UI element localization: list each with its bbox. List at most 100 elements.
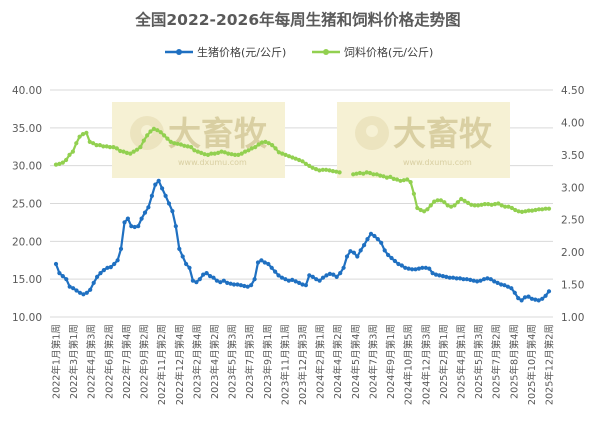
pig-price-point: [290, 277, 295, 282]
pig-price-point: [173, 224, 178, 229]
pig-price-point: [146, 205, 151, 210]
pig-price-point: [238, 283, 243, 288]
feed-price-point: [462, 198, 467, 203]
feed-price-point: [165, 136, 170, 141]
feed-price-point: [307, 163, 312, 168]
pig-price-point: [235, 282, 240, 287]
series-feed-price: [53, 126, 552, 214]
pig-price-point: [457, 276, 463, 281]
feed-price-point: [195, 149, 200, 154]
y-left-tick-label: 40.00: [12, 85, 42, 97]
pig-price-point: [108, 265, 113, 270]
feed-price-point: [330, 169, 335, 174]
x-tick-label: 2023年11月第1周: [279, 324, 291, 405]
pig-price-point: [269, 265, 274, 270]
feed-price-point: [91, 141, 96, 146]
pig-price-point: [184, 261, 189, 267]
feed-price-point: [367, 170, 373, 176]
pig-price-point: [139, 216, 144, 221]
pig-price-point: [231, 282, 237, 287]
pig-price-point: [392, 258, 397, 264]
pig-price-point: [242, 283, 247, 289]
feed-price-point: [455, 200, 460, 205]
pig-price-point: [214, 278, 219, 283]
pig-price-point: [519, 298, 524, 303]
x-tick-label: 2025年7月第2周: [491, 324, 503, 399]
pig-price-point: [81, 292, 86, 297]
pig-price-point: [406, 266, 411, 271]
pig-price-point: [67, 284, 72, 289]
x-tick-label: 2023年4月第2周: [209, 324, 221, 399]
pig-price-point: [368, 231, 374, 236]
feed-price-point: [506, 204, 511, 209]
x-tick-label: 2022年9月第2周: [139, 324, 151, 399]
pig-price-point: [382, 248, 387, 253]
feed-price-point: [249, 146, 254, 151]
pig-price-point: [125, 216, 130, 221]
feed-price-point: [408, 180, 413, 185]
x-tick-label: 2022年1月第1周: [51, 324, 63, 399]
legend-feed-marker: [323, 49, 329, 55]
pig-price-point: [190, 278, 195, 283]
pig-price-point: [177, 246, 182, 251]
watermark-right: 大畜牧 www.dxumu.com: [337, 102, 510, 178]
feed-price-point: [212, 151, 217, 156]
feed-price-point: [459, 196, 464, 202]
feed-price-point: [509, 205, 514, 211]
feed-price-point: [418, 207, 423, 213]
feed-price-point: [428, 203, 433, 208]
feed-price-point: [97, 143, 102, 148]
feed-price-point: [398, 178, 403, 183]
feed-price-point: [324, 167, 329, 172]
feed-price-point: [486, 202, 491, 207]
feed-price-point: [435, 198, 440, 203]
feed-price-point: [401, 178, 406, 183]
feed-price-point: [189, 145, 194, 150]
pig-price-point: [512, 290, 517, 295]
pig-price-point: [105, 265, 110, 270]
pig-price-point: [324, 273, 329, 278]
pig-price-point: [351, 250, 356, 255]
pig-price-point: [478, 278, 483, 283]
pig-price-point: [98, 271, 103, 276]
x-tick-label: 2024年12月第3周: [420, 324, 432, 405]
x-tick-label: 2023年9月第1周: [262, 324, 274, 399]
pig-price-point: [533, 297, 538, 302]
pig-price-point: [464, 277, 469, 282]
y-left-tick-label: 20.00: [12, 236, 42, 248]
feed-price-point: [361, 171, 366, 176]
feed-price-point: [415, 205, 420, 211]
feed-price-point: [121, 149, 126, 154]
pig-price-point: [112, 261, 117, 267]
pig-price-point: [358, 248, 363, 253]
pig-price-point: [307, 273, 312, 278]
feed-price-point: [394, 177, 400, 182]
x-tick-label: 2025年12月第2周: [544, 324, 556, 405]
pig-price-point: [163, 193, 168, 198]
feed-price-point: [523, 209, 528, 214]
pig-price-point: [440, 274, 445, 279]
feed-price-point: [236, 152, 241, 157]
x-tick-label: 2023年12月第3周: [297, 324, 309, 405]
feed-price-point: [182, 143, 187, 148]
x-tick-label: 2024年4月第2周: [332, 324, 344, 399]
pig-price-point: [88, 287, 93, 292]
feed-price-point: [536, 207, 542, 212]
feed-price-point: [84, 130, 89, 135]
feed-price-point: [452, 203, 457, 208]
pig-price-point: [341, 265, 346, 270]
feed-price-point: [107, 145, 113, 150]
legend-feed-label: 饲料价格(元/公斤): [344, 45, 433, 59]
y-left-tick-label: 35.00: [12, 123, 42, 135]
chart-title: 全国2022-2026年每周生猪和饲料价格走势图: [134, 10, 460, 29]
watermark-right-brand: 大畜牧: [393, 114, 493, 153]
feed-price-point: [70, 149, 75, 154]
pig-price-point: [286, 278, 291, 283]
feed-price-point: [148, 129, 153, 134]
pig-price-point: [344, 254, 350, 259]
feed-price-point: [243, 149, 248, 154]
x-tick-label: 2025年10月第4周: [526, 324, 538, 405]
feed-price-point: [256, 142, 261, 147]
pig-price-point: [166, 201, 172, 206]
feed-price-point: [128, 151, 133, 156]
